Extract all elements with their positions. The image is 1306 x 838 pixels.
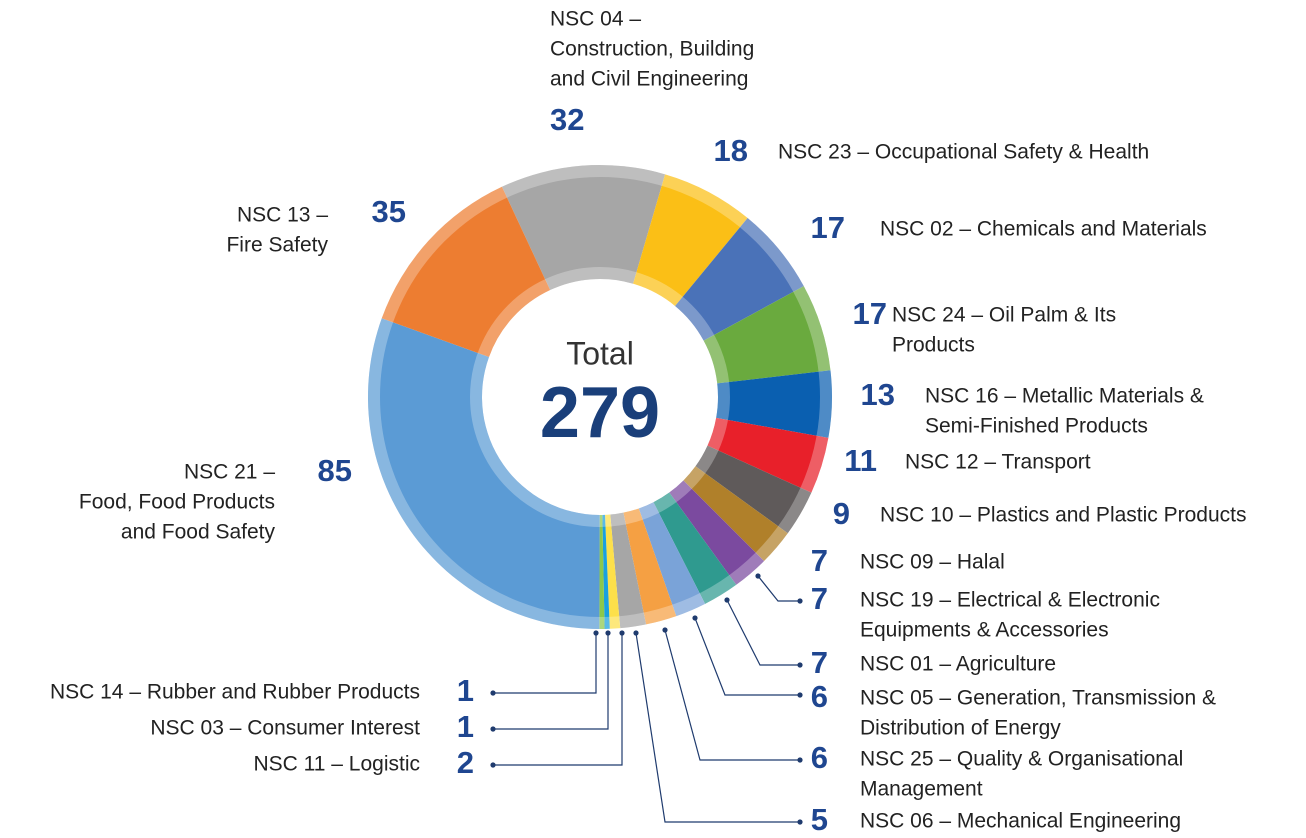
leader-dot bbox=[755, 573, 761, 579]
value-label: 7 bbox=[811, 543, 828, 578]
donut-segment bbox=[653, 492, 737, 604]
donut-segment bbox=[703, 286, 831, 384]
category-label: Distribution of Energy bbox=[860, 717, 1061, 740]
value-label: 17 bbox=[811, 210, 845, 245]
value-label: 85 bbox=[318, 453, 352, 488]
donut-segment bbox=[604, 514, 621, 629]
outer-highlight bbox=[368, 165, 832, 629]
value-label: 6 bbox=[811, 679, 828, 714]
category-label: Semi-Finished Products bbox=[925, 415, 1148, 438]
category-label: NSC 21 – bbox=[184, 461, 275, 484]
category-label: NSC 12 – Transport bbox=[905, 451, 1091, 474]
leader-dot bbox=[662, 627, 668, 633]
leader-dot bbox=[797, 757, 803, 763]
donut-segment bbox=[501, 165, 666, 291]
donut-segment bbox=[623, 508, 677, 625]
value-label: 1 bbox=[457, 673, 474, 708]
leader-line bbox=[493, 633, 623, 766]
donut-segment bbox=[638, 502, 706, 617]
donut-segment bbox=[669, 480, 765, 585]
value-label: 6 bbox=[811, 740, 828, 775]
leader-dot bbox=[490, 762, 496, 768]
donut-segment bbox=[602, 514, 610, 629]
center-total: 279 bbox=[540, 373, 660, 453]
donut-segment bbox=[381, 186, 551, 357]
category-label: NSC 13 – bbox=[237, 204, 328, 227]
category-label: NSC 03 – Consumer Interest bbox=[150, 717, 420, 740]
category-label: NSC 23 – Occupational Safety & Health bbox=[778, 141, 1149, 164]
leader-dot bbox=[692, 615, 698, 621]
value-label: 1 bbox=[457, 709, 474, 744]
donut-segment bbox=[707, 417, 829, 493]
leader-dot bbox=[490, 726, 496, 732]
category-label: Products bbox=[892, 334, 975, 357]
leader-dot bbox=[724, 597, 730, 603]
donut-segment bbox=[599, 514, 605, 629]
leader-line bbox=[493, 633, 597, 694]
leader-line bbox=[757, 575, 800, 602]
category-label: NSC 05 – Generation, Transmission & bbox=[860, 687, 1216, 710]
leader-dot bbox=[593, 630, 599, 636]
value-label: 9 bbox=[833, 496, 850, 531]
leader-dot bbox=[797, 662, 803, 668]
category-label: Management bbox=[860, 778, 983, 801]
donut-segment bbox=[683, 466, 788, 562]
category-label: NSC 24 – Oil Palm & Its bbox=[892, 304, 1116, 327]
donut-segment bbox=[610, 512, 647, 629]
value-label: 7 bbox=[811, 645, 828, 680]
donut-segment bbox=[368, 318, 600, 629]
leader-dot bbox=[633, 630, 639, 636]
category-label: Construction, Building bbox=[550, 38, 754, 61]
leader-line bbox=[726, 599, 800, 666]
value-label: 17 bbox=[853, 296, 887, 331]
donut-segment bbox=[716, 370, 833, 438]
category-label: NSC 16 – Metallic Materials & bbox=[925, 385, 1204, 408]
leader-line bbox=[493, 633, 609, 730]
category-label: Equipments & Accessories bbox=[860, 619, 1109, 642]
category-label: NSC 06 – Mechanical Engineering bbox=[860, 810, 1181, 833]
donut-segment bbox=[695, 445, 812, 534]
value-label: 18 bbox=[714, 133, 748, 168]
category-label: NSC 02 – Chemicals and Materials bbox=[880, 218, 1207, 241]
leader-line bbox=[635, 632, 800, 823]
value-label: 32 bbox=[550, 102, 584, 137]
inner-highlight bbox=[470, 267, 730, 527]
category-label: NSC 11 – Logistic bbox=[253, 753, 420, 776]
leader-dot bbox=[797, 692, 803, 698]
value-label: 13 bbox=[861, 377, 895, 412]
leader-dot bbox=[490, 690, 496, 696]
leader-dot bbox=[797, 819, 803, 825]
category-label: NSC 14 – Rubber and Rubber Products bbox=[50, 681, 420, 704]
category-label: NSC 19 – Electrical & Electronic bbox=[860, 589, 1160, 612]
category-label: Food, Food Products bbox=[79, 491, 275, 514]
leader-dot bbox=[605, 630, 611, 636]
category-label: Fire Safety bbox=[226, 234, 328, 257]
leader-dot bbox=[797, 598, 803, 604]
value-label: 2 bbox=[457, 745, 474, 780]
donut-segment bbox=[633, 174, 748, 306]
category-label: NSC 25 – Quality & Organisational bbox=[860, 748, 1183, 771]
value-label: 11 bbox=[844, 443, 877, 478]
leader-line bbox=[664, 629, 800, 761]
leader-line bbox=[694, 617, 800, 696]
category-label: NSC 09 – Halal bbox=[860, 551, 1005, 574]
category-label: NSC 01 – Agriculture bbox=[860, 653, 1056, 676]
category-label: NSC 04 – bbox=[550, 8, 641, 31]
value-label: 5 bbox=[811, 802, 828, 837]
leader-dot bbox=[619, 630, 625, 636]
donut-segment bbox=[675, 218, 804, 341]
category-label: and Civil Engineering bbox=[550, 68, 748, 91]
category-label: NSC 10 – Plastics and Plastic Products bbox=[880, 504, 1247, 527]
value-label: 35 bbox=[372, 194, 406, 229]
value-label: 7 bbox=[811, 581, 828, 616]
category-label: and Food Safety bbox=[121, 521, 276, 544]
center-label: Total bbox=[566, 335, 634, 371]
